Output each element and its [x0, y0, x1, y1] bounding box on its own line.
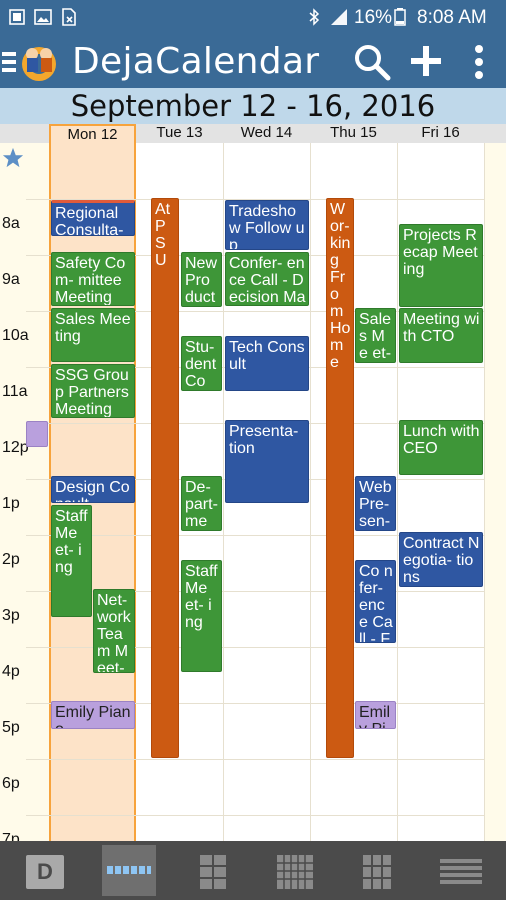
event-sales-meeting-thu[interactable]: Sales Me et- ing — [355, 308, 396, 363]
week-view-button[interactable] — [102, 845, 156, 896]
event-contract-negotiations[interactable]: Contract Negotia- tions — [399, 532, 483, 587]
event-presentation[interactable]: Presenta- tion — [225, 420, 309, 503]
day-header-fri[interactable]: Fri 16 — [421, 124, 460, 141]
day-header-tue[interactable]: Tue 13 — [156, 124, 203, 141]
agenda-view-icon — [440, 859, 482, 884]
allday-gutter — [26, 143, 49, 841]
star-icon[interactable] — [2, 147, 24, 169]
day-header-wed[interactable]: Wed 14 — [240, 124, 293, 141]
battery-percent: 16% — [354, 7, 393, 28]
app-logo-icon[interactable] — [16, 40, 62, 84]
search-icon[interactable] — [352, 42, 392, 82]
screenshot-icon — [9, 9, 25, 25]
grid-hline — [26, 199, 484, 200]
event-tradeshow[interactable]: Tradeshow Follow up — [225, 200, 309, 250]
week-header[interactable]: September 12 - 16, 2016 — [0, 88, 506, 124]
event-staff-meeting-tue[interactable]: Staff Me et- ing — [181, 560, 222, 672]
event-lunch-ceo[interactable]: Lunch with CEO — [399, 420, 483, 475]
agenda-view-button[interactable] — [434, 845, 488, 896]
event-network-team[interactable]: Net- work Tea m Meet- ing — [93, 589, 135, 673]
week-title: September 12 - 16, 2016 — [70, 89, 436, 123]
grid-hline — [26, 815, 484, 816]
event-ssg-group[interactable]: SSG Group Partners Meeting — [51, 364, 135, 418]
battery-icon — [394, 8, 406, 26]
time-label: 11a — [2, 383, 28, 400]
grid-hline — [26, 703, 484, 704]
grid-vline — [484, 143, 485, 841]
week-view-icon — [107, 866, 151, 874]
grid-hline — [26, 591, 484, 592]
two-week-view-button[interactable] — [186, 845, 240, 896]
day-header-row: Mon 12 Tue 13 Wed 14 Thu 15 Fri 16 — [0, 124, 506, 143]
menu-icon[interactable] — [2, 50, 16, 74]
day-view-button[interactable]: D — [18, 845, 72, 896]
event-emily-piano-mon[interactable]: Emily Piano — [51, 701, 135, 729]
month-view-button[interactable] — [268, 845, 322, 896]
time-label: 4p — [2, 663, 20, 680]
day-view-label: D — [26, 855, 64, 889]
time-label: 7p — [2, 831, 20, 841]
allday-event-marker[interactable] — [26, 421, 48, 447]
event-at-psu[interactable]: At PS U — [151, 198, 179, 758]
grid-hline — [26, 535, 484, 536]
week-grid[interactable]: 8a 9a 10a 11a 12p 1p 2p 3p 4p 5p 6p 7p R… — [0, 143, 506, 841]
image-icon — [34, 9, 52, 25]
event-regional-consultation[interactable]: Regional Consulta- tion — [51, 200, 135, 236]
event-sales-meeting[interactable]: Sales Meeting — [51, 308, 135, 362]
grid-vline — [223, 143, 224, 841]
view-switcher-bar: D — [0, 841, 506, 900]
time-label: 6p — [2, 775, 20, 792]
grid-hline — [26, 759, 484, 760]
grid-hline — [26, 311, 484, 312]
event-department[interactable]: De- part- me nt — [181, 476, 222, 531]
event-new-product[interactable]: New Pro duct Review — [181, 252, 222, 307]
event-projects-recap[interactable]: Projects Recap Meeting — [399, 224, 483, 307]
day-header-mon[interactable]: Mon 12 — [49, 124, 136, 143]
month-view-icon — [277, 855, 313, 889]
event-web-presentation[interactable]: Web Pre- sen- tation — [355, 476, 396, 531]
bluetooth-icon — [309, 8, 320, 26]
time-label: 10a — [2, 327, 29, 344]
time-label: 2p — [2, 551, 20, 568]
time-label: 9a — [2, 271, 20, 288]
event-staff-meeting-mon[interactable]: Staff Me et- ing — [51, 505, 92, 617]
event-tech-consult[interactable]: Tech Consult — [225, 336, 309, 391]
event-working-from-home[interactable]: Wor- king From Ho me — [326, 198, 354, 758]
two-week-view-icon — [200, 855, 226, 889]
add-icon[interactable] — [409, 44, 443, 78]
event-conference-call-wed[interactable]: Confer- ence Call - Decision Making — [225, 252, 309, 306]
time-gutter — [0, 143, 26, 841]
year-view-button[interactable] — [350, 845, 404, 896]
document-x-icon — [62, 8, 76, 26]
event-conference-call-thu[interactable]: Co nfer- ence Call - Fi- nal — [355, 560, 396, 643]
signal-icon — [331, 9, 347, 25]
time-label: 1p — [2, 495, 20, 512]
event-design-consult[interactable]: Design Consult — [51, 476, 135, 503]
year-view-icon — [363, 855, 391, 889]
clock: 8:08 AM — [417, 7, 487, 28]
app-bar: DejaCalendar — [0, 36, 506, 88]
more-options-icon[interactable] — [472, 44, 486, 80]
grid-hline — [26, 647, 484, 648]
time-label: 5p — [2, 719, 20, 736]
event-safety-committee[interactable]: Safety Com- mittee Meeting — [51, 252, 135, 306]
time-label: 12p — [2, 439, 29, 456]
event-meeting-cto[interactable]: Meeting with CTO — [399, 308, 483, 363]
event-student-co[interactable]: Stu- dent Co — [181, 336, 222, 391]
weekend-gutter — [484, 143, 506, 841]
grid-vline — [397, 143, 398, 841]
time-label: 8a — [2, 215, 20, 232]
status-bar: 16% 8:08 AM — [0, 0, 506, 36]
app-title: DejaCalendar — [72, 41, 320, 82]
grid-vline — [310, 143, 311, 841]
time-label: 3p — [2, 607, 20, 624]
day-header-thu[interactable]: Thu 15 — [330, 124, 377, 141]
event-emily-piano-thu[interactable]: Emil y Pi- ano — [355, 701, 396, 729]
